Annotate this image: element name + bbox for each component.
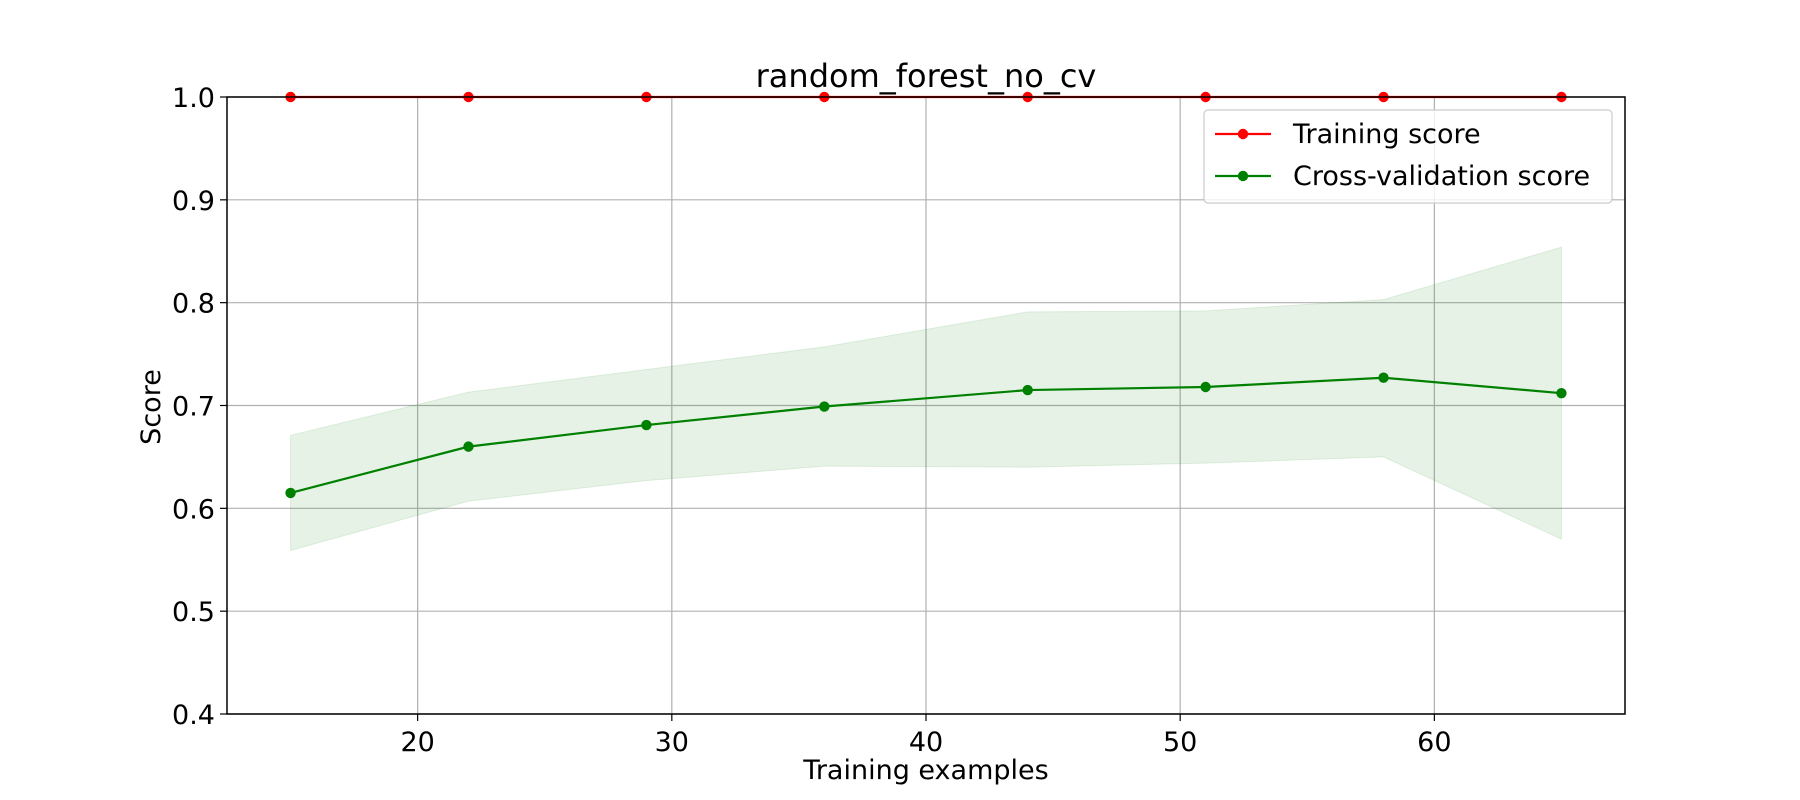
cross-validation-score-point — [463, 441, 474, 452]
y-tick-label: 0.7 — [172, 392, 215, 423]
cross-validation-score-point — [819, 401, 830, 412]
x-tick-label: 40 — [909, 727, 943, 758]
cross-validation-score-point — [1556, 387, 1567, 399]
legend-cross-validation-score-marker — [1237, 170, 1249, 182]
legend-training-score-marker — [1237, 128, 1249, 140]
y-axis-label: Score — [136, 369, 167, 445]
x-tick-label: 60 — [1417, 727, 1451, 758]
y-tick-label: 1.0 — [172, 83, 215, 114]
cross-validation-score-point — [1022, 384, 1033, 396]
legend-training-score-label: Training score — [1292, 119, 1481, 150]
cross-validation-score-point — [1378, 372, 1389, 383]
x-tick-label: 30 — [655, 727, 689, 758]
legend: Training score Cross-validation score — [1203, 109, 1613, 204]
y-tick-label: 0.4 — [172, 700, 215, 731]
cross-validation-score-point — [285, 487, 296, 499]
chart-title: random_forest_no_cv — [756, 57, 1097, 95]
y-tick-label: 0.8 — [172, 289, 215, 320]
y-tick-label: 0.5 — [172, 597, 215, 628]
legend-box — [1203, 109, 1613, 204]
y-tick-label: 0.6 — [172, 494, 215, 525]
cross-validation-score-point — [1200, 381, 1211, 393]
y-tick-label: 0.9 — [172, 186, 215, 217]
tick-layer: 20 30 40 50 60 0.4 0.5 0.6 0.7 0.8 0.9 1.0 — [172, 83, 1451, 758]
x-tick-label: 20 — [400, 727, 434, 758]
cross-validation-score-point — [641, 419, 652, 431]
cross-validation-score-line — [290, 376, 1562, 494]
x-tick-label: 50 — [1163, 727, 1197, 758]
x-axis-label: Training examples — [802, 755, 1048, 786]
legend-cross-validation-score-label: Cross-validation score — [1293, 161, 1590, 192]
